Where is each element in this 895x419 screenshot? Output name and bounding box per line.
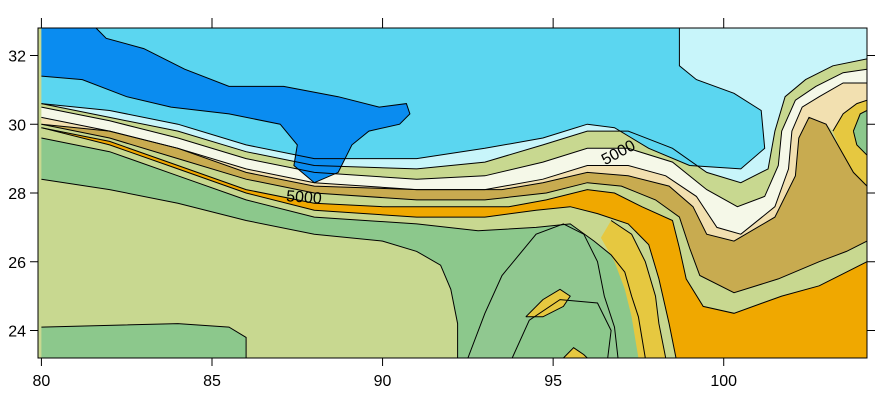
contour-band-5 <box>512 299 612 358</box>
contour-band-16 <box>41 28 765 169</box>
contour-band-9 <box>41 127 867 358</box>
contour-band-7 <box>563 347 588 358</box>
contour-line-12 <box>41 116 867 242</box>
contour-line-13 <box>832 99 867 132</box>
contour-line-5 <box>511 299 612 358</box>
contour-line-18 <box>41 58 867 184</box>
contour-line-9 <box>41 127 677 358</box>
x-tick-label: 80 <box>33 373 51 390</box>
contour-band-14 <box>41 69 867 235</box>
contour-line-2 <box>41 178 459 358</box>
contour-line-16 <box>41 82 867 235</box>
contour-line-1 <box>41 323 247 358</box>
contour-line-15 <box>852 130 867 156</box>
contour-band-17 <box>41 28 410 183</box>
y-tick-label: 24 <box>8 324 26 341</box>
contour-line-11 <box>41 123 867 294</box>
contour-line-14 <box>852 110 867 132</box>
contour-lines <box>41 28 867 358</box>
y-tick-label: 30 <box>8 117 26 134</box>
contour-band-1 <box>41 179 458 358</box>
contour-band-6 <box>525 289 571 317</box>
contour-line-8 <box>610 220 667 358</box>
y-tick-label: 32 <box>8 49 26 66</box>
contour-band-2 <box>41 323 247 358</box>
x-tick-label: 95 <box>544 373 562 390</box>
axes: 80 85 90 95 100 24 26 28 30 32 <box>8 18 875 390</box>
y-tick-label: 28 <box>8 186 26 203</box>
contour-line-19 <box>41 28 766 170</box>
contour-line-6 <box>525 288 571 318</box>
contour-label-text: 5000 <box>286 188 323 207</box>
x-tick-label: 90 <box>374 373 392 390</box>
contour-band-8 <box>600 220 666 358</box>
contour-line-3 <box>41 137 646 358</box>
contour-line-20 <box>41 28 411 184</box>
contour-line-4 <box>467 223 619 358</box>
contour-label-1: 5000 <box>286 188 323 207</box>
contour-line-10 <box>41 127 867 314</box>
x-tick-label: 100 <box>710 373 737 390</box>
y-tick-label: 26 <box>8 255 26 272</box>
x-tick-label: 85 <box>203 373 221 390</box>
contour-line-7 <box>563 347 588 358</box>
contour-line-17 <box>41 68 867 208</box>
plot-area <box>38 28 867 358</box>
